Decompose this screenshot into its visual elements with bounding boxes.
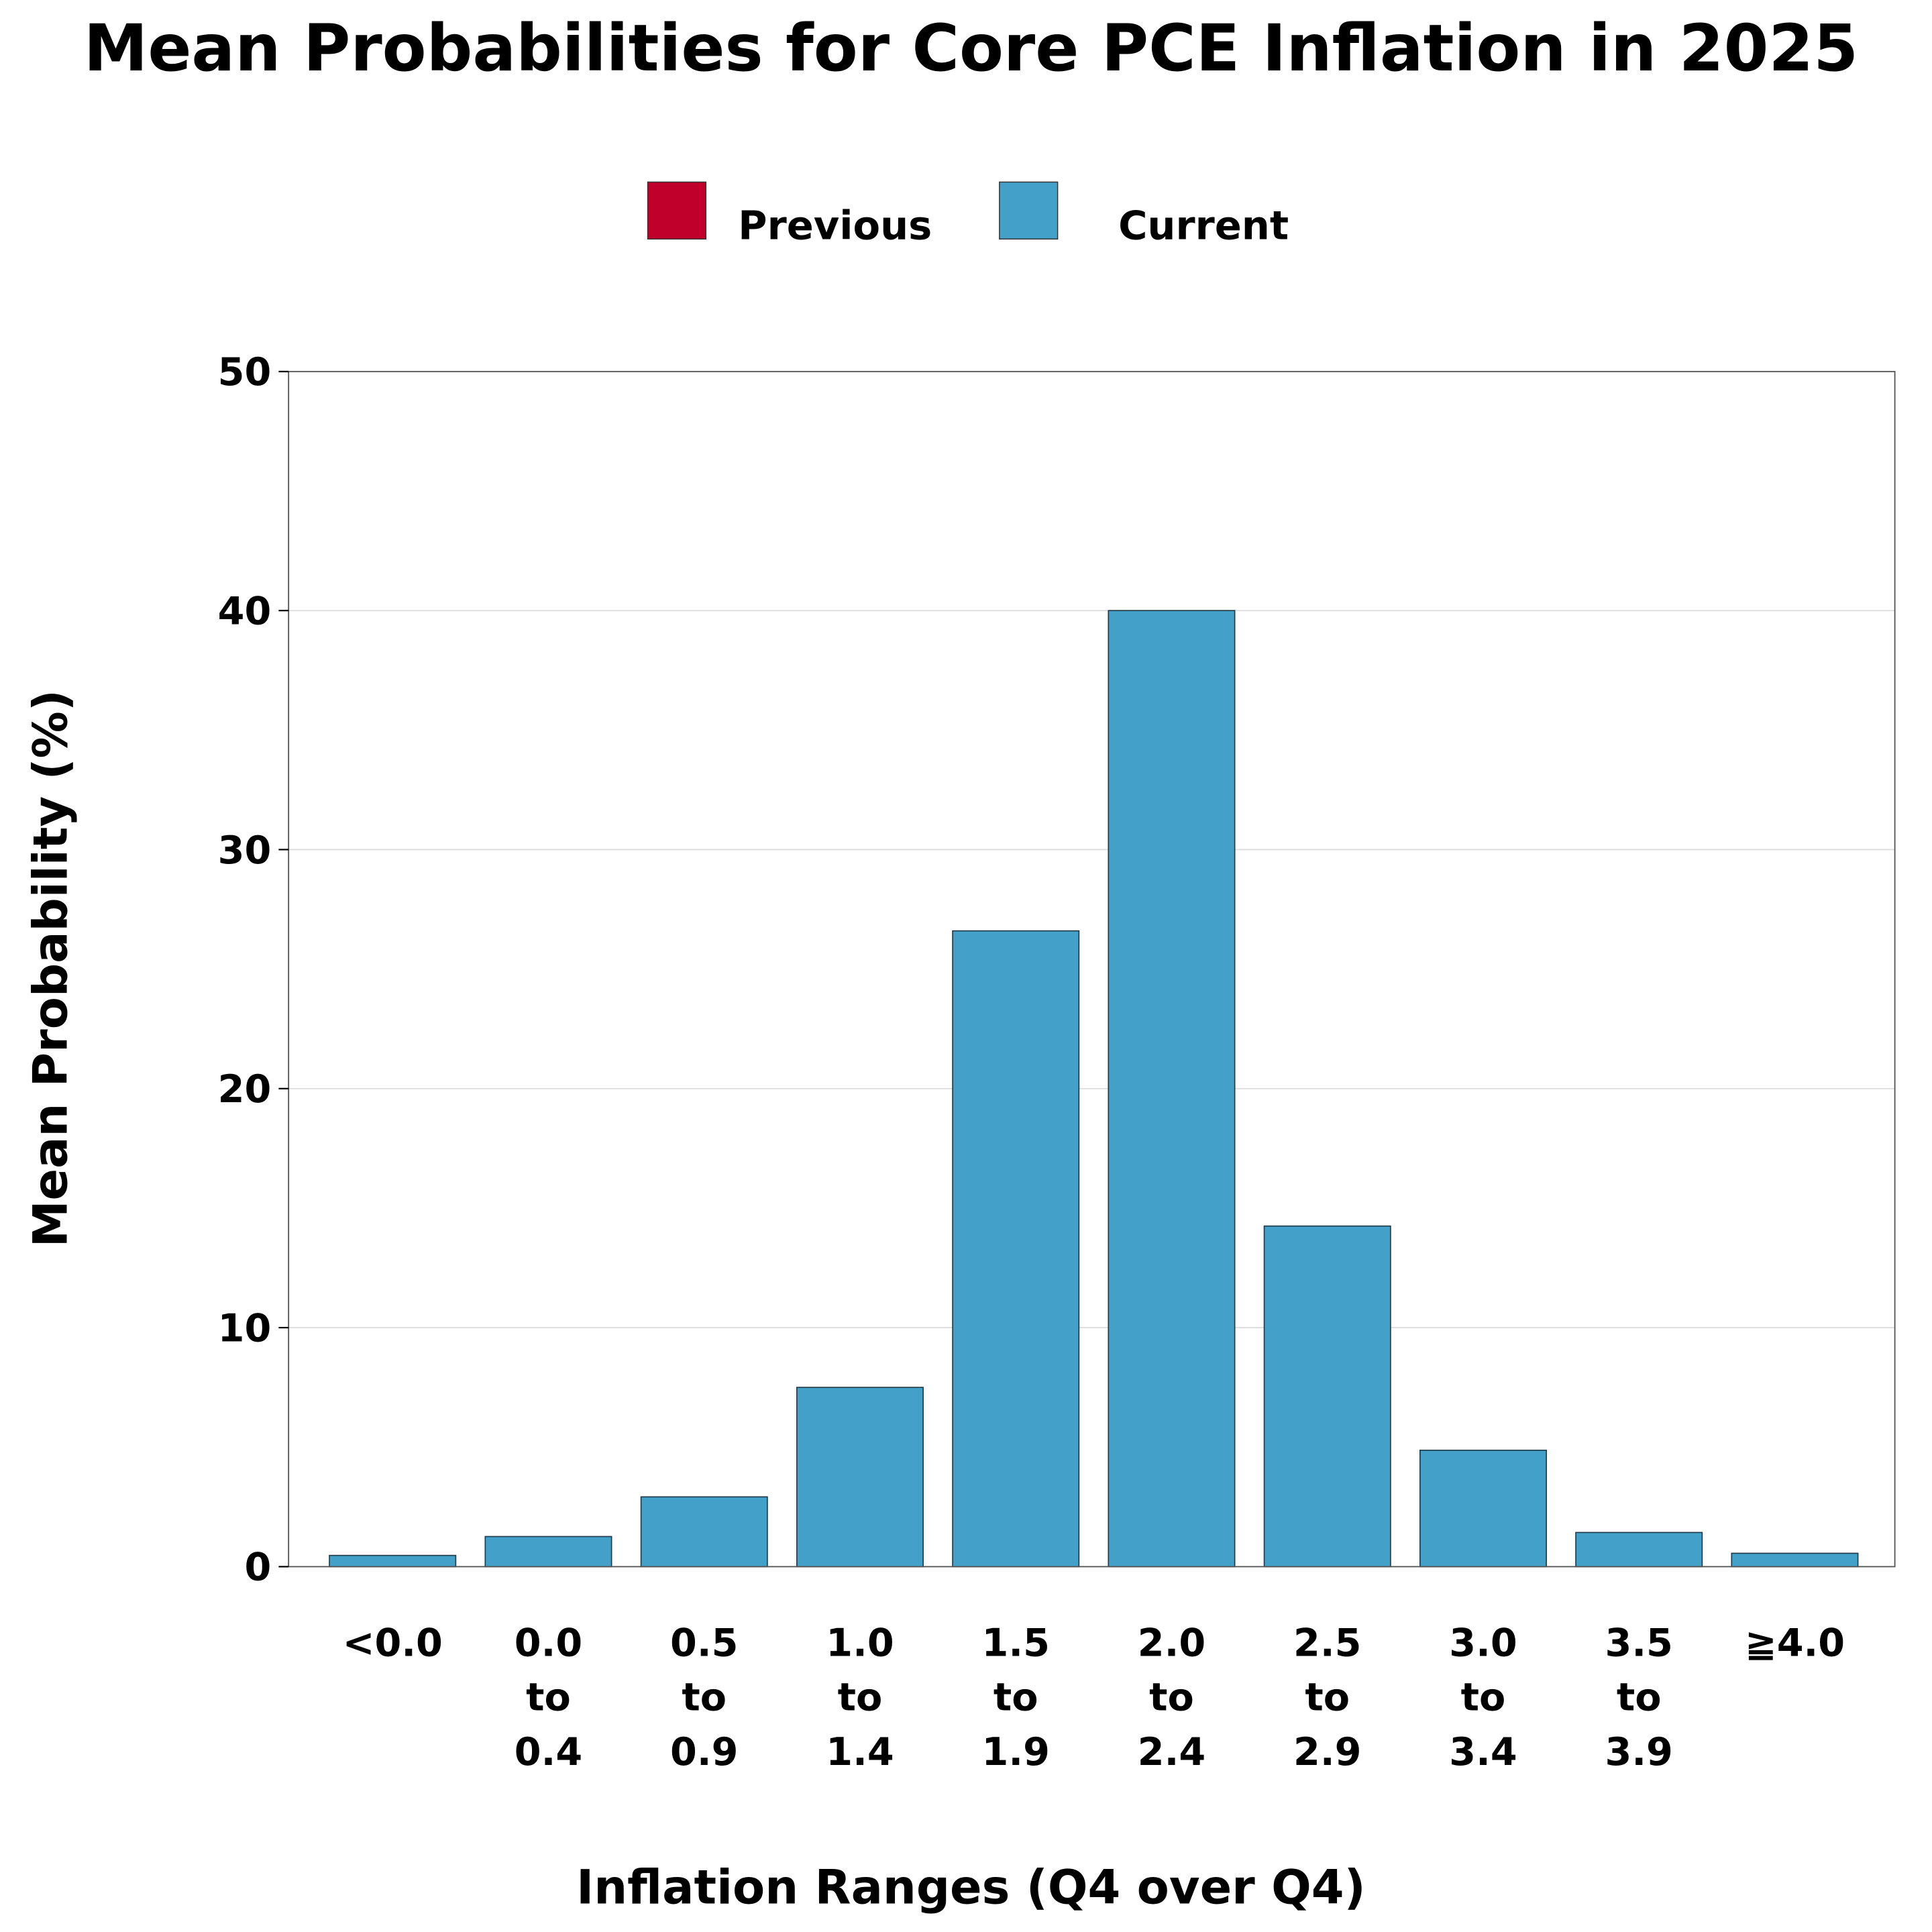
x-axis-title: Inflation Ranges (Q4 over Q4) [576, 1860, 1366, 1915]
bar-7 [1419, 1450, 1547, 1568]
legend-swatch-current [999, 181, 1059, 240]
x-tick-label: ≧4.0 [1745, 1621, 1845, 1665]
y-tick-label: 0 [244, 1546, 271, 1590]
bar-0 [329, 1554, 457, 1568]
x-tick-label: 1.9 [982, 1730, 1050, 1774]
x-tick-label: to [838, 1676, 883, 1720]
x-tick-label: 1.0 [826, 1621, 894, 1665]
y-tick-label: 10 [218, 1306, 272, 1350]
legend-label-current: Current [1118, 202, 1289, 248]
plot-frame [288, 370, 1896, 1568]
y-axis-title: Mean Probability (%) [23, 690, 78, 1247]
x-tick-label: 1.5 [982, 1621, 1050, 1665]
bar-2 [640, 1496, 768, 1568]
legend-label-previous: Previous [738, 202, 932, 248]
x-tick-label: 3.9 [1605, 1730, 1673, 1774]
x-axis-ticks: <0.0 0.0 to 0.4 0.5 to 0.9 1.0 to 1.4 1.5 to 1.9 2.0 t… [343, 1621, 1845, 1774]
x-tick-label: 0.4 [515, 1730, 582, 1774]
x-tick-label: to [1461, 1676, 1506, 1720]
x-tick-label: 0.0 [515, 1621, 582, 1665]
x-tick-label: 3.0 [1449, 1621, 1517, 1665]
bar-6 [1263, 1225, 1391, 1568]
x-tick-label: to [1149, 1676, 1194, 1720]
bar-1 [484, 1536, 612, 1568]
chart-title: Mean Probabilities for Core PCE Inflatio… [84, 11, 1858, 86]
x-tick-label: 1.4 [826, 1730, 894, 1774]
bar-9 [1731, 1552, 1859, 1568]
bars [329, 610, 1859, 1568]
x-tick-label: to [1617, 1676, 1662, 1720]
y-axis-ticks: 0 10 20 30 40 50 [218, 350, 289, 1590]
y-tick-label: 50 [218, 350, 272, 394]
bar-5 [1108, 610, 1236, 1568]
legend: Previous Current [647, 181, 1289, 248]
y-tick-label: 30 [218, 828, 272, 873]
x-tick-label: 3.5 [1605, 1621, 1673, 1665]
x-tick-label: to [1305, 1676, 1350, 1720]
x-tick-label: 0.9 [670, 1730, 738, 1774]
bar-8 [1575, 1532, 1703, 1568]
x-tick-label: 2.0 [1138, 1621, 1205, 1665]
x-tick-label: to [682, 1676, 727, 1720]
y-tick-label: 20 [218, 1067, 272, 1112]
bar-4 [952, 930, 1080, 1568]
y-tick-label: 40 [218, 589, 272, 633]
bar-3 [796, 1387, 924, 1568]
gridlines [288, 610, 1895, 1328]
legend-swatch-previous [647, 181, 707, 240]
x-tick-label: <0.0 [343, 1621, 443, 1665]
x-tick-label: 0.5 [670, 1621, 738, 1665]
x-tick-label: 2.9 [1293, 1730, 1361, 1774]
x-tick-label: 2.5 [1293, 1621, 1361, 1665]
x-tick-label: to [526, 1676, 571, 1720]
x-tick-label: to [994, 1676, 1038, 1720]
x-tick-label: 3.4 [1449, 1730, 1517, 1774]
x-tick-label: 2.4 [1138, 1730, 1205, 1774]
